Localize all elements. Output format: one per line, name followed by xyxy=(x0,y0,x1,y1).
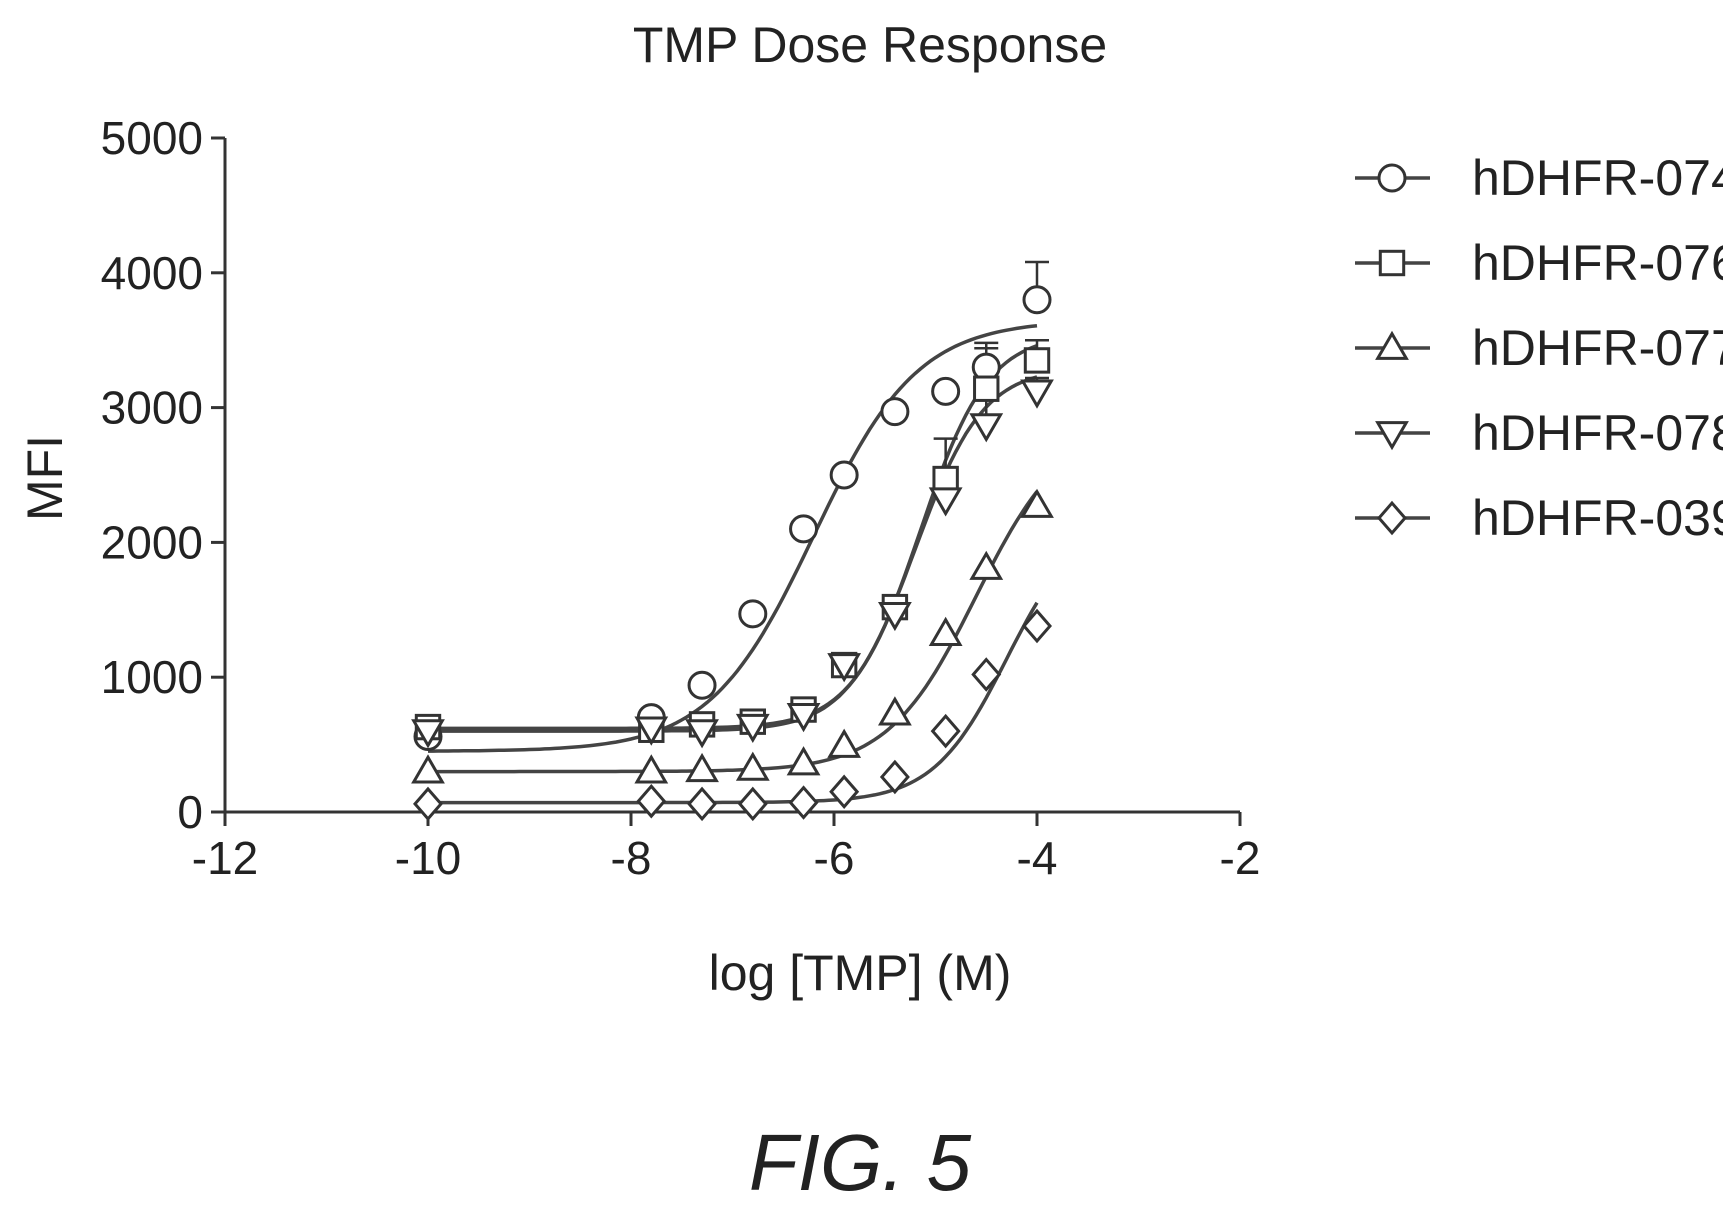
x-axis-label: log [TMP] (M) xyxy=(709,945,1012,1001)
chart-title: TMP Dose Response xyxy=(633,17,1107,73)
x-tick-label: -10 xyxy=(395,832,461,884)
x-tick-label: -2 xyxy=(1220,832,1261,884)
legend-item: hDHFR-039 xyxy=(1355,490,1723,546)
data-point-hDHFR-074 xyxy=(931,376,961,406)
x-tick-label: -4 xyxy=(1017,832,1058,884)
legend-marker xyxy=(1375,330,1409,360)
legend: hDHFR-074 hDHFR-076 hDHFR-077 hDHFR-078 hDHF… xyxy=(1355,150,1723,546)
data-point-hDHFR-078 xyxy=(1020,379,1054,409)
data-point-hDHFR-074 xyxy=(880,397,910,427)
x-tick-label: -12 xyxy=(192,832,258,884)
plot-area: 0 1000 2000 3000 4000 5000 -12 -10 -8 -6 -4 -2 xyxy=(101,112,1261,884)
fit-curves xyxy=(428,323,1039,805)
data-point-hDHFR-078 xyxy=(877,601,912,632)
data-point-hDHFR-078 xyxy=(928,487,963,517)
data-point-hDHFR-074 xyxy=(789,514,819,544)
data-point-hDHFR-074 xyxy=(829,460,859,490)
data-point-hDHFR-074 xyxy=(738,599,768,629)
legend-item: hDHFR-078 xyxy=(1355,405,1723,461)
y-tick-label: 0 xyxy=(177,786,203,838)
data-point-hDHFR-078 xyxy=(634,716,669,746)
data-point-hDHFR-077 xyxy=(928,616,963,646)
data-point-hDHFR-074 xyxy=(687,670,717,700)
data-point-hDHFR-077 xyxy=(827,728,862,758)
y-axis-ticks: 0 1000 2000 3000 4000 5000 xyxy=(101,112,225,838)
legend-label: hDHFR-039 xyxy=(1472,490,1723,546)
data-point-hDHFR-077 xyxy=(1020,488,1054,518)
x-tick-label: -8 xyxy=(611,832,652,884)
data-point-hDHFR-078 xyxy=(969,413,1004,443)
data-point-hDHFR-078 xyxy=(411,719,445,749)
data-point-hDHFR-077 xyxy=(969,550,1004,580)
data-point-hDHFR-076 xyxy=(1023,347,1051,374)
data-point-hDHFR-039 xyxy=(413,786,443,822)
data-point-hDHFR-078 xyxy=(735,713,770,744)
data-point-hDHFR-078 xyxy=(827,653,862,683)
legend-marker xyxy=(1377,500,1407,536)
x-tick-label: -6 xyxy=(814,832,855,884)
legend-item: hDHFR-074 xyxy=(1355,150,1723,206)
data-point-hDHFR-078 xyxy=(685,719,719,749)
data-point-hDHFR-074 xyxy=(1022,285,1052,315)
data-point-hDHFR-039 xyxy=(879,759,910,795)
y-tick-label: 3000 xyxy=(101,382,203,434)
data-point-hDHFR-039 xyxy=(636,783,667,819)
legend-item: hDHFR-077 xyxy=(1355,320,1723,376)
y-tick-label: 1000 xyxy=(101,651,203,703)
data-point-hDHFR-076 xyxy=(932,465,959,493)
data-point-hDHFR-039 xyxy=(1022,608,1052,644)
data-markers xyxy=(411,285,1054,822)
figure-caption: FIG. 5 xyxy=(749,1118,972,1207)
fit-curve-hDHFR-074 xyxy=(428,323,1038,753)
legend-marker xyxy=(1375,421,1409,451)
data-point-hDHFR-077 xyxy=(411,754,445,784)
fit-curve-hDHFR-039 xyxy=(428,601,1039,805)
data-point-hDHFR-077 xyxy=(685,752,719,783)
legend-item: hDHFR-076 xyxy=(1355,235,1723,291)
legend-marker xyxy=(1377,163,1407,193)
data-point-hDHFR-039 xyxy=(788,785,819,820)
legend-label: hDHFR-077 xyxy=(1472,320,1723,376)
y-tick-label: 2000 xyxy=(101,516,203,568)
x-axis-ticks: -12 -10 -8 -6 -4 -2 xyxy=(192,812,1261,884)
data-point-hDHFR-078 xyxy=(786,703,821,733)
data-point-hDHFR-076 xyxy=(973,375,1000,402)
data-point-hDHFR-039 xyxy=(687,786,718,822)
legend-label: hDHFR-074 xyxy=(1472,150,1723,206)
legend-label: hDHFR-078 xyxy=(1472,405,1723,461)
y-tick-label: 4000 xyxy=(101,247,203,299)
data-point-hDHFR-039 xyxy=(829,774,860,810)
y-tick-label: 5000 xyxy=(101,112,203,164)
data-point-hDHFR-039 xyxy=(737,786,768,822)
data-point-hDHFR-077 xyxy=(634,754,669,784)
legend-marker xyxy=(1378,249,1406,277)
data-point-hDHFR-077 xyxy=(786,746,821,776)
legend-label: hDHFR-076 xyxy=(1472,235,1723,291)
data-point-hDHFR-039 xyxy=(971,657,1002,692)
y-axis-label: MFI xyxy=(17,435,73,521)
data-point-hDHFR-039 xyxy=(930,713,961,749)
data-point-hDHFR-077 xyxy=(877,696,912,726)
data-point-hDHFR-077 xyxy=(735,751,770,781)
fit-curve-hDHFR-077 xyxy=(428,490,1039,774)
